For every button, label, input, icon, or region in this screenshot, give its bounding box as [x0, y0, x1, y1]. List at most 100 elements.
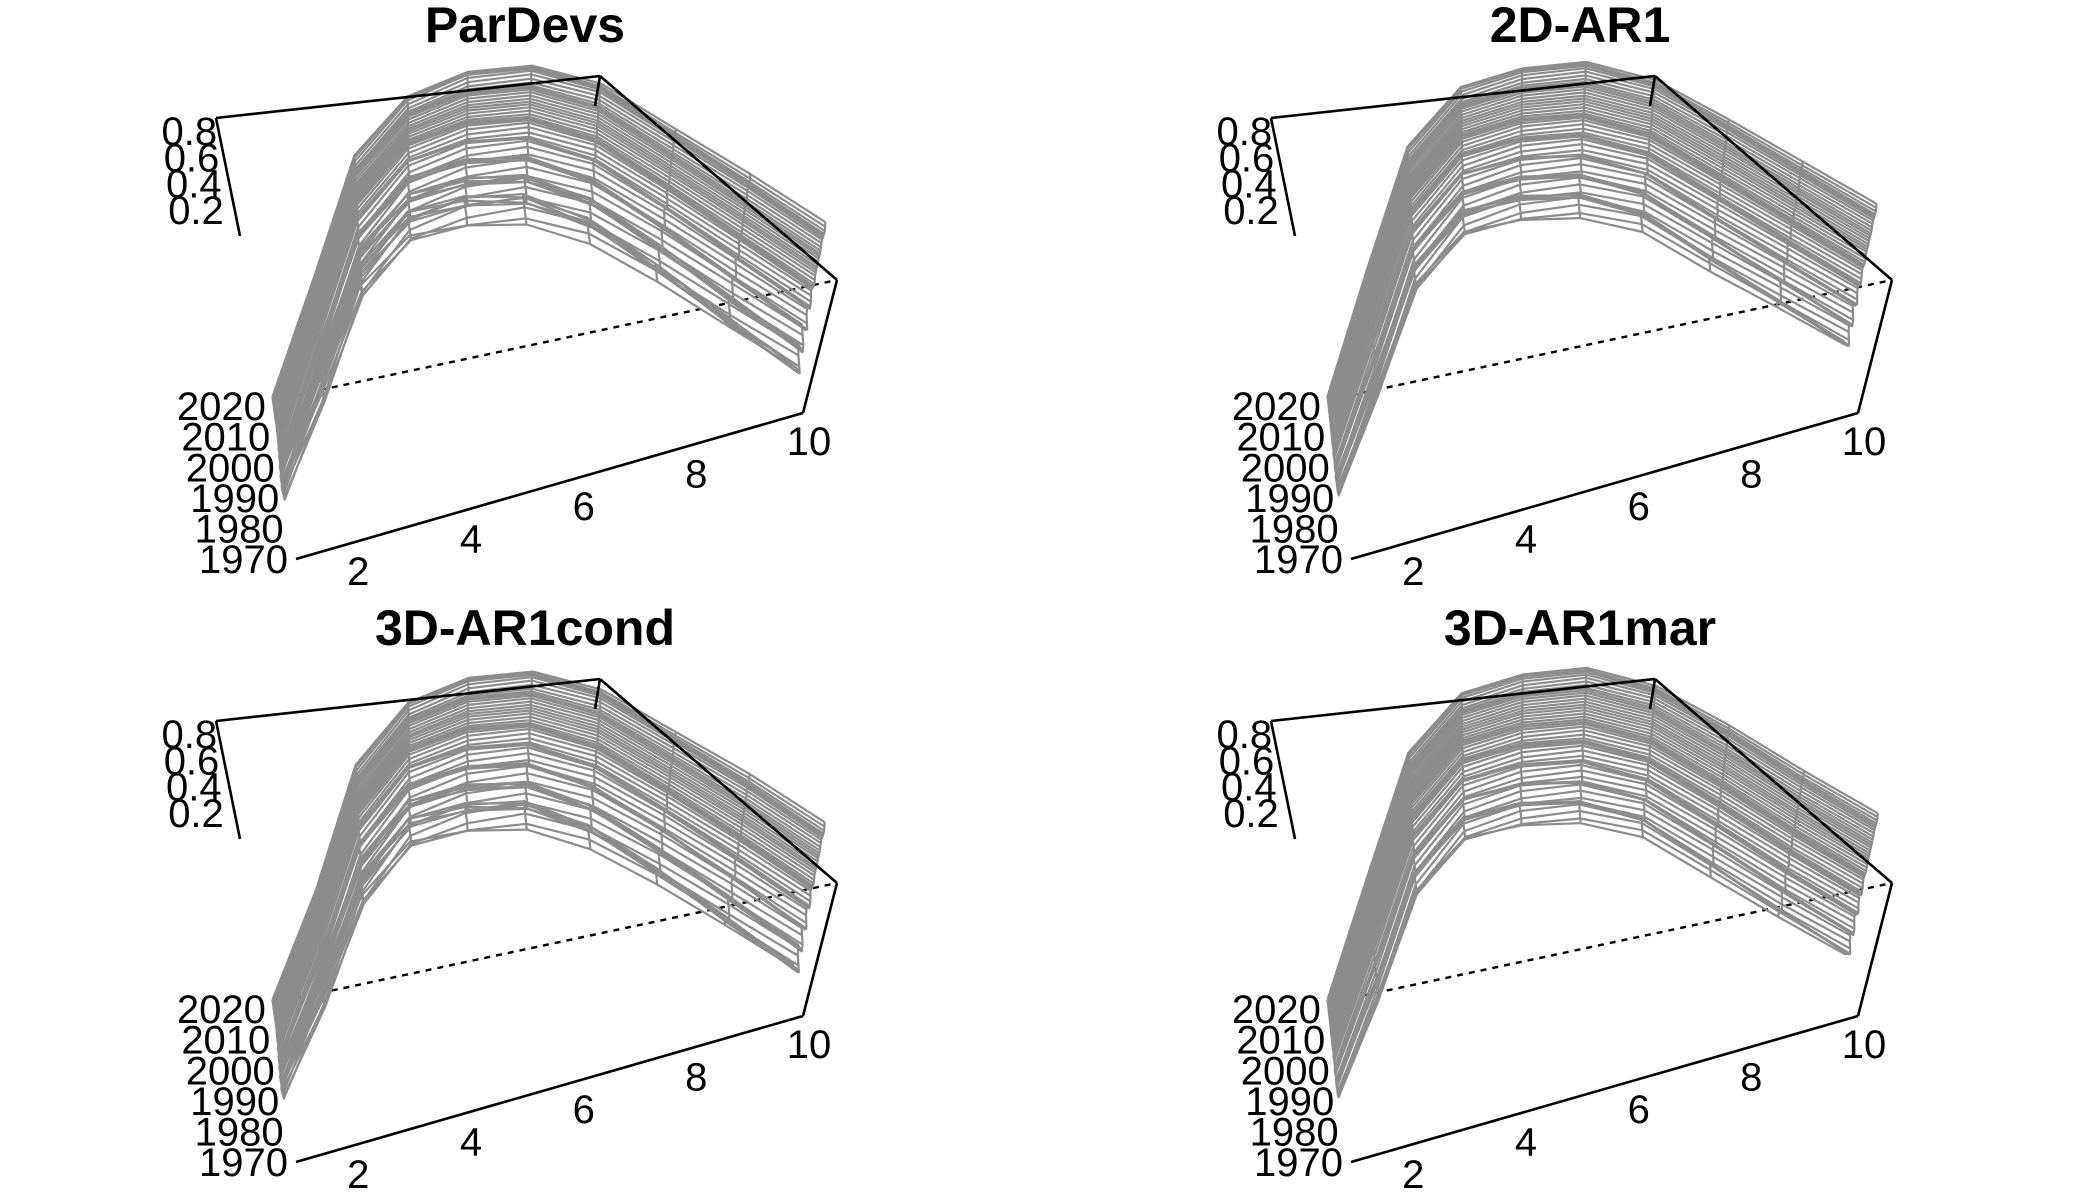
mesh-age-line	[1577, 61, 1588, 219]
mesh-year-line	[1332, 134, 1862, 451]
z-tick-label: 0.4	[166, 163, 222, 207]
x-tick-label: 8	[685, 1055, 707, 1099]
mesh-age-line	[312, 278, 326, 400]
mesh-age-line	[463, 677, 470, 831]
mesh-age-line	[1517, 68, 1524, 221]
right-vertical-edge	[1856, 279, 1894, 414]
front-floor-edge	[295, 411, 804, 561]
mesh-age-line	[1708, 725, 1731, 878]
mesh-year-line	[276, 723, 815, 1045]
x-tick-label: 4	[1515, 517, 1537, 561]
y-tick-label: 2020	[1232, 385, 1321, 429]
y-tick-label: 2020	[177, 988, 266, 1032]
mesh-year-line	[1328, 691, 1874, 1021]
x-tick-label: 6	[573, 1088, 595, 1132]
z-tick-label: 0.6	[164, 739, 220, 783]
top-right-edge	[599, 678, 838, 884]
back-right-vertical	[593, 678, 602, 710]
x-tick-label: 4	[460, 1120, 482, 1164]
mesh-age-line	[1459, 87, 1466, 234]
mesh-year-line	[1330, 114, 1866, 437]
x-tick-label: 2	[1402, 1153, 1424, 1197]
z-tick-label: 0.8	[161, 713, 217, 757]
left-vertical-edge	[1269, 720, 1297, 840]
z-tick-label: 0.8	[161, 110, 217, 154]
mesh-year-line	[1336, 822, 1847, 1095]
top-right-edge	[599, 75, 838, 281]
mesh-age-line	[1460, 693, 1467, 839]
back-floor-line	[1327, 278, 1893, 402]
mesh-year-line	[1332, 741, 1863, 1056]
z-tick-label: 0.8	[1216, 110, 1272, 154]
back-floor-line	[272, 881, 838, 1005]
top-right-edge	[1654, 75, 1893, 281]
z-tick-label: 0.8	[1216, 713, 1272, 757]
mesh-year-line	[1331, 116, 1866, 439]
right-vertical-edge	[1856, 882, 1894, 1017]
top-back-edge	[215, 74, 601, 120]
y-tick-label: 2010	[1236, 416, 1325, 460]
mesh-age-line	[271, 396, 286, 501]
mesh-age-line	[1639, 79, 1657, 233]
z-tick-label: 0.4	[1221, 766, 1277, 810]
z-tick-label: 0.6	[1219, 739, 1275, 783]
x-tick-label: 4	[1515, 1120, 1537, 1164]
y-tick-label: 2020	[177, 385, 266, 429]
mesh-age-line	[1406, 146, 1418, 291]
top-back-edge	[1270, 677, 1656, 723]
y-tick-label: 1980	[195, 507, 284, 551]
mesh-year-line	[1336, 809, 1849, 1095]
mesh-age-line	[353, 155, 364, 297]
back-right-vertical	[1648, 75, 1657, 107]
x-tick-label: 2	[347, 550, 369, 594]
x-tick-label: 8	[1740, 1055, 1762, 1099]
y-tick-label: 2020	[1232, 988, 1321, 1032]
mesh-age-line	[1577, 667, 1589, 824]
mesh-age-line	[792, 822, 826, 974]
panel-title: 2D-AR1	[1490, 0, 1671, 53]
mesh-year-line	[1331, 722, 1867, 1042]
mesh-year-line	[1326, 62, 1877, 401]
x-tick-label: 2	[1402, 550, 1424, 594]
mesh-year-line	[274, 692, 821, 1025]
mesh-year-line	[1327, 670, 1878, 1007]
z-tick-label: 0.4	[1221, 163, 1277, 207]
mesh-age-line	[1843, 203, 1878, 347]
mesh-year-line	[280, 185, 801, 481]
z-tick-label: 0.4	[166, 766, 222, 810]
y-tick-label: 2010	[181, 416, 270, 460]
mesh-age-line	[314, 890, 326, 1006]
mesh-age-line	[1326, 396, 1340, 497]
mesh-year-line	[277, 118, 816, 448]
mesh-year-line	[1328, 80, 1873, 413]
mesh-age-line	[793, 222, 827, 375]
front-floor-edge	[1350, 1014, 1859, 1164]
left-vertical-edge	[214, 117, 242, 237]
mesh-year-line	[272, 67, 826, 404]
y-tick-label: 2000	[1241, 1049, 1330, 1093]
mesh-year-line	[278, 159, 808, 463]
y-tick-label: 1980	[195, 1110, 284, 1154]
mesh-year-line	[271, 66, 826, 401]
mesh-age-line	[354, 764, 365, 905]
mesh-year-line	[280, 822, 795, 1088]
z-tick-label: 0.6	[1219, 136, 1275, 180]
mesh-age-line	[587, 689, 603, 850]
mesh-year-line	[279, 786, 803, 1074]
mesh-year-line	[278, 764, 807, 1063]
z-tick-label: 0.2	[168, 189, 224, 233]
mesh-age-line	[1366, 875, 1380, 1001]
mesh-age-line	[406, 96, 413, 240]
front-floor-edge	[1350, 411, 1859, 561]
mesh-year-line	[280, 223, 795, 488]
y-tick-label: 1980	[1250, 507, 1339, 551]
mesh-year-line	[271, 672, 825, 1004]
mesh-year-line	[1326, 668, 1879, 1004]
mesh-age-line	[723, 773, 751, 925]
mesh-age-line	[1844, 813, 1879, 956]
y-tick-label: 1970	[199, 538, 288, 582]
mesh-age-line	[1326, 999, 1340, 1099]
mesh-year-line	[1333, 760, 1860, 1067]
